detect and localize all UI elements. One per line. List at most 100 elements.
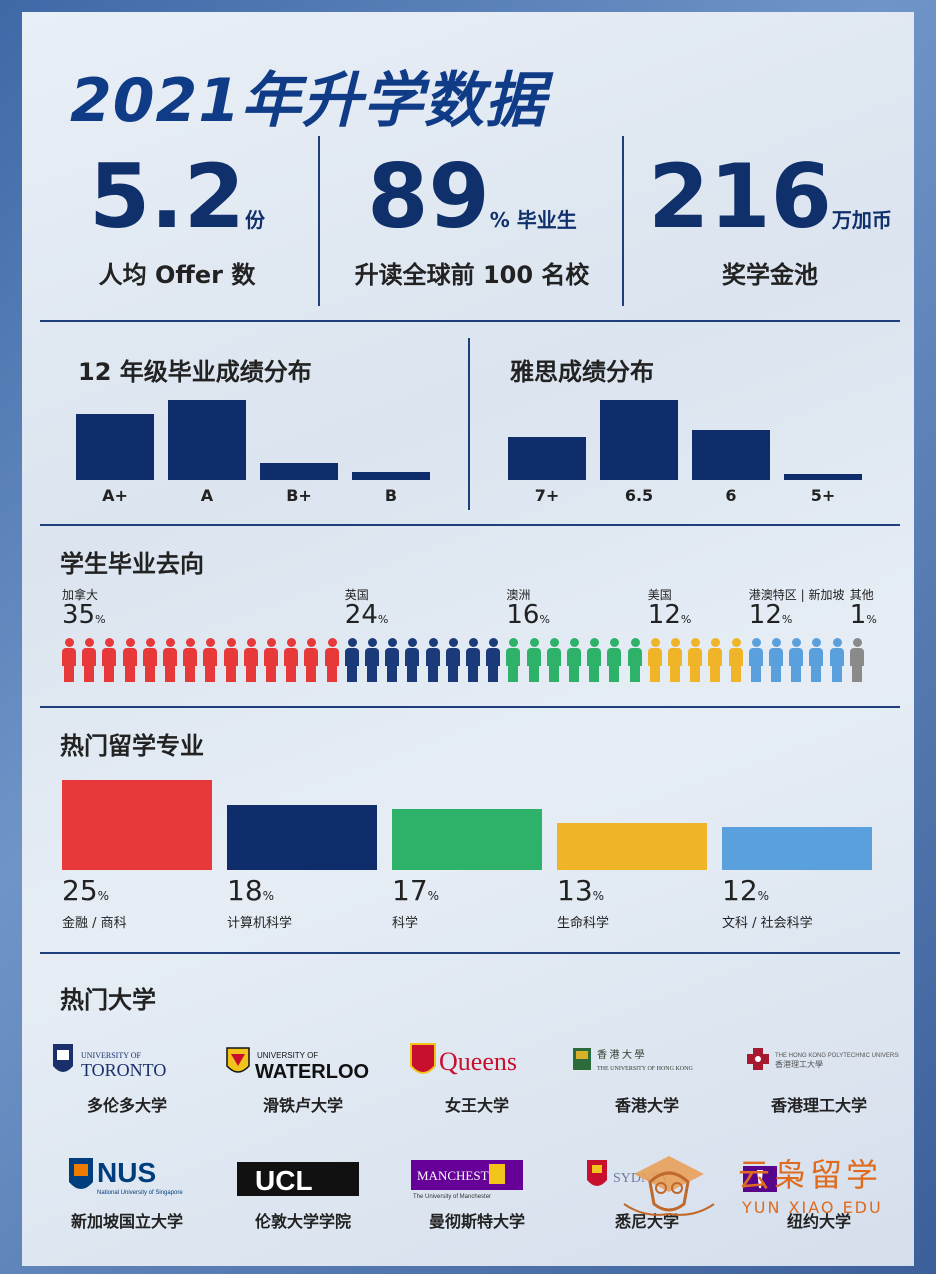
waterloo-crest-icon: UNIVERSITY OF WATERLOO (226, 1047, 369, 1083)
person-icon-part (125, 638, 135, 647)
major-name: 文科 / 社会科学 (722, 916, 813, 931)
person-icon-part (486, 648, 501, 666)
person-icon-part (469, 638, 478, 647)
person-icon-part (307, 638, 317, 647)
svg-text:The University of Manchester: The University of Manchester (413, 1194, 491, 1200)
person-icon (466, 638, 480, 682)
person-icon-part (791, 666, 802, 682)
person-icon-part (708, 648, 723, 666)
destination-percent: 24% (344, 600, 389, 630)
person-icon-part (145, 638, 155, 647)
university-name: 新加坡国立大学 (70, 1212, 183, 1231)
major-bar (62, 780, 212, 870)
person-icon (688, 638, 703, 682)
grades-chart-title: 12 年级毕业成绩分布 (78, 358, 312, 386)
watermark-cn: 云枭留学 (738, 1156, 883, 1194)
person-icon-part (122, 648, 137, 666)
destination-label: 其他 (849, 588, 874, 602)
person-icon-part (425, 648, 440, 666)
university-name: 悉尼大学 (614, 1212, 679, 1231)
person-icon-part (163, 648, 177, 666)
person-icon (324, 638, 339, 682)
major-name: 计算机科学 (227, 916, 293, 931)
person-icon-part (849, 648, 864, 666)
person-icon-part (367, 666, 377, 682)
stat-label: 人均 Offer 数 (98, 261, 256, 289)
destination-label: 澳洲 (506, 588, 531, 602)
person-icon-part (590, 638, 600, 647)
destination-label: 美国 (647, 588, 672, 602)
person-icon (567, 638, 581, 682)
stat-label: 升读全球前 100 名校 (354, 261, 590, 289)
section-divider (40, 524, 900, 526)
university-queens: Queens 女王大学 (392, 1036, 562, 1116)
owl-mascot-icon (623, 1156, 715, 1216)
major-percent: 17% (392, 874, 440, 907)
major-name: 生命科学 (557, 916, 610, 931)
person-icon-part (304, 648, 319, 666)
svg-text:香 港 大 學: 香 港 大 學 (597, 1048, 645, 1061)
person-icon (243, 638, 258, 682)
person-icon-part (569, 666, 579, 682)
chart-category-label: 6.5 (624, 486, 654, 505)
person-icon (849, 638, 864, 682)
person-icon-part (829, 648, 844, 666)
toronto-logo-text-top: UNIVERSITY OF (81, 1051, 141, 1060)
toronto-crest-icon: UNIVERSITY OF TORONTO (53, 1044, 166, 1080)
person-icon (365, 638, 379, 682)
person-icon (102, 638, 117, 682)
percent-unit: % (377, 613, 389, 626)
person-icon-part (266, 666, 276, 682)
person-icon (546, 638, 561, 682)
svg-text:THE UNIVERSITY OF HONG KONG: THE UNIVERSITY OF HONG KONG (597, 1066, 693, 1072)
stat-offers: 5.2份 人均 Offer 数 (42, 147, 312, 290)
chart-bar (784, 474, 862, 480)
divider (622, 136, 624, 306)
person-icon (769, 638, 783, 682)
person-icon (647, 638, 662, 682)
majors-title: 热门留学专业 (60, 732, 204, 760)
person-icon-part (225, 666, 236, 682)
svg-text:UNIVERSITY OF: UNIVERSITY OF (257, 1051, 318, 1060)
person-icon-part (650, 638, 660, 647)
svg-text:Queens: Queens (439, 1047, 517, 1076)
toronto-logo-text: TORONTO (81, 1060, 166, 1080)
percent-unit: % (866, 613, 877, 626)
person-icon (223, 638, 238, 682)
stat-scholarship: 216万加币 奖学金池 (626, 147, 914, 290)
chart-category-label: B+ (286, 486, 312, 505)
waterloo-logo: UNIVERSITY OF WATERLOO (218, 1036, 388, 1086)
ucl-logo: UCL (218, 1152, 388, 1202)
person-icon-part (488, 666, 499, 682)
university-hku: 香 港 大 學 THE UNIVERSITY OF HONG KONG 香港大学 (562, 1036, 732, 1116)
divider (468, 338, 470, 510)
person-icon-part (671, 638, 680, 647)
person-icon-part (769, 648, 783, 666)
person-icon-part (731, 638, 741, 647)
destination-percent: 1% (849, 600, 877, 630)
divider (318, 136, 320, 306)
stat-label: 奖学金池 (722, 261, 818, 289)
university-nus: NUS National University of Singapore 新加坡… (42, 1152, 212, 1232)
section-divider (40, 320, 900, 322)
person-icon-part (183, 648, 198, 666)
university-manchester: MANCHESTER The University of Manchester … (392, 1152, 562, 1232)
chart-bar (692, 430, 770, 480)
page-title: 2021年升学数据 (70, 66, 546, 136)
university-name: 伦敦大学学院 (254, 1212, 351, 1231)
person-icon-part (166, 638, 175, 647)
chart-bar (260, 463, 338, 480)
universities-title: 热门大学 (60, 986, 156, 1014)
svg-text:MANCHESTER: MANCHESTER (417, 1168, 505, 1183)
chart-category-label: A+ (102, 486, 128, 505)
person-icon (122, 638, 137, 682)
nyu-logo (734, 1152, 904, 1202)
person-icon (304, 638, 319, 682)
nus-logo: NUS National University of Singapore (42, 1152, 212, 1202)
percent-unit: % (680, 613, 692, 626)
person-icon (264, 638, 278, 682)
stat-value: 89 (367, 145, 490, 248)
person-icon-part (142, 648, 157, 666)
svg-text:UCL: UCL (255, 1165, 313, 1196)
hku-logo: 香 港 大 學 THE UNIVERSITY OF HONG KONG (562, 1036, 732, 1086)
